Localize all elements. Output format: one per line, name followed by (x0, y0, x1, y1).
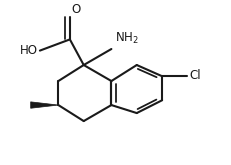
Polygon shape (30, 102, 58, 108)
Text: HO: HO (19, 44, 37, 57)
Text: NH$_2$: NH$_2$ (114, 31, 138, 46)
Text: Cl: Cl (189, 69, 201, 82)
Text: O: O (71, 3, 80, 16)
